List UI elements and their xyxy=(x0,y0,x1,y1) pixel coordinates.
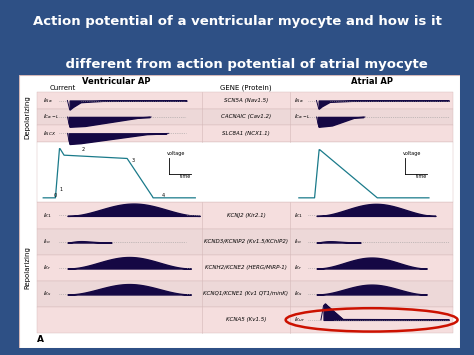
Bar xyxy=(36,281,453,307)
Text: $I_{Kr}$: $I_{Kr}$ xyxy=(294,263,303,272)
Text: $I_{K1}$: $I_{K1}$ xyxy=(43,211,52,220)
Text: 4: 4 xyxy=(162,193,165,198)
Bar xyxy=(36,125,453,142)
Text: $I_{K1}$: $I_{K1}$ xyxy=(294,211,303,220)
Text: KCNQ1/KCNE1 (Kv1 QT1/minK): KCNQ1/KCNE1 (Kv1 QT1/minK) xyxy=(203,291,289,296)
Text: $I_{Ca-L}$: $I_{Ca-L}$ xyxy=(294,113,311,121)
Text: Atrial AP: Atrial AP xyxy=(351,77,392,86)
Text: different from action potential of atrial myocyte: different from action potential of atria… xyxy=(46,58,428,71)
Text: $I_{Ks}$: $I_{Ks}$ xyxy=(294,289,303,298)
Text: $I_{Na}$: $I_{Na}$ xyxy=(43,96,53,105)
Bar xyxy=(36,307,453,333)
Text: KCNA5 (Kv1.5): KCNA5 (Kv1.5) xyxy=(226,317,266,322)
Bar xyxy=(36,109,453,125)
Text: Current: Current xyxy=(50,85,76,91)
Text: $I_{Kr}$: $I_{Kr}$ xyxy=(43,263,52,272)
Text: $I_{to}$: $I_{to}$ xyxy=(43,237,51,246)
Text: KCNJ2 (Kir2.1): KCNJ2 (Kir2.1) xyxy=(227,213,265,218)
Text: $I_{Na}$: $I_{Na}$ xyxy=(294,96,304,105)
Text: time: time xyxy=(180,174,191,179)
Text: Depolarizing: Depolarizing xyxy=(24,95,30,139)
Text: Repolarizing: Repolarizing xyxy=(24,246,30,289)
Text: KCNH2/KCNE2 (HERG/MiRP-1): KCNH2/KCNE2 (HERG/MiRP-1) xyxy=(205,266,287,271)
Text: Action potential of a ventricular myocyte and how is it: Action potential of a ventricular myocyt… xyxy=(33,15,441,28)
Text: $I_{NCX}$: $I_{NCX}$ xyxy=(43,129,56,138)
Text: CACNAIC (Cav1.2): CACNAIC (Cav1.2) xyxy=(221,114,271,119)
Text: $I_{to}$: $I_{to}$ xyxy=(294,237,302,246)
Text: $I_{Ca-L}$: $I_{Ca-L}$ xyxy=(43,113,60,121)
Text: $I_{Ks}$: $I_{Ks}$ xyxy=(43,289,52,298)
Text: KCND3/KCNIP2 (Kv1.5/KChIP2): KCND3/KCNIP2 (Kv1.5/KChIP2) xyxy=(204,240,288,245)
Text: Ventricular AP: Ventricular AP xyxy=(82,77,150,86)
Text: 2: 2 xyxy=(81,147,84,152)
Text: voltage: voltage xyxy=(167,151,185,156)
Text: GENE (Protein): GENE (Protein) xyxy=(220,85,272,92)
Text: 1: 1 xyxy=(60,187,63,192)
Text: SLC8A1 (NCX1.1): SLC8A1 (NCX1.1) xyxy=(222,131,270,136)
Bar xyxy=(36,142,453,202)
Text: SCN5A (Nav1.5): SCN5A (Nav1.5) xyxy=(224,98,268,103)
Text: voltage: voltage xyxy=(402,151,421,156)
Text: $I_{Kur}$: $I_{Kur}$ xyxy=(294,316,306,324)
Text: 0: 0 xyxy=(54,193,57,198)
Bar xyxy=(36,202,453,229)
Text: 3: 3 xyxy=(131,158,135,163)
Text: A: A xyxy=(36,335,44,344)
Bar xyxy=(36,92,453,109)
Text: time: time xyxy=(416,174,427,179)
Bar xyxy=(36,229,453,255)
Bar xyxy=(36,255,453,281)
